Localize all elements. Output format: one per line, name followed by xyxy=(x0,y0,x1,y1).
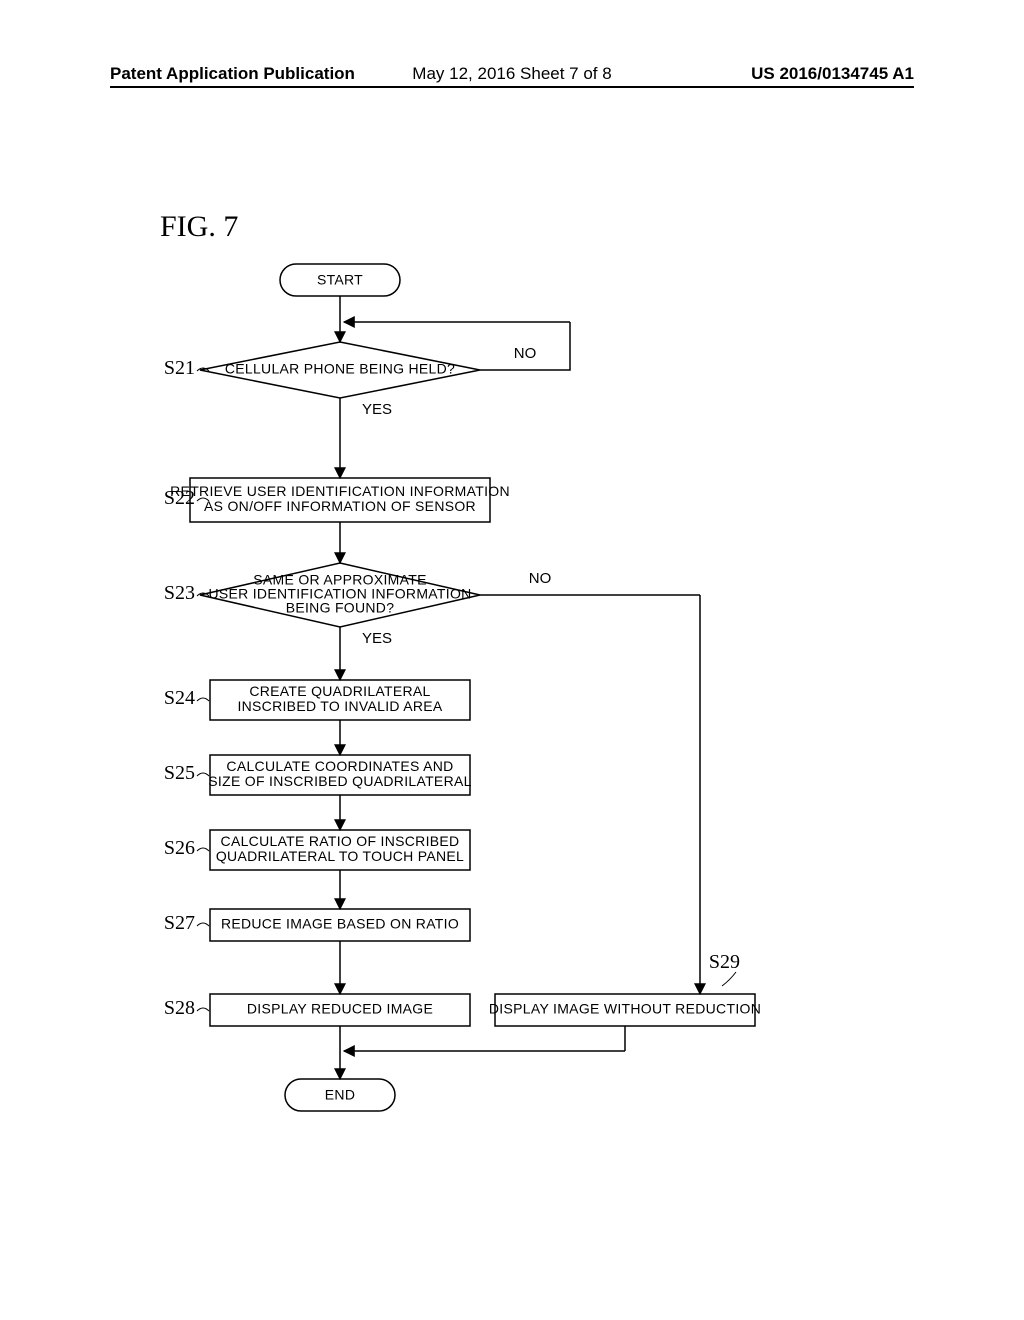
svg-text:START: START xyxy=(317,272,363,288)
flowchart: START CELLULAR PHONE BEING HELD? RETRIEVE … xyxy=(0,0,1024,1320)
svg-text:NO: NO xyxy=(514,345,537,362)
svg-text:S23: S23 xyxy=(164,582,195,604)
page: Patent Application Publication May 12, 2… xyxy=(0,0,1024,1320)
svg-text:S29: S29 xyxy=(709,951,740,973)
svg-text:RETRIEVE USER IDENTIFICATION I: RETRIEVE USER IDENTIFICATION INFORMATION xyxy=(170,483,510,499)
svg-text:S27: S27 xyxy=(164,912,195,934)
svg-text:QUADRILATERAL TO TOUCH PANEL: QUADRILATERAL TO TOUCH PANEL xyxy=(216,848,464,864)
svg-text:CALCULATE RATIO OF INSCRIBED: CALCULATE RATIO OF INSCRIBED xyxy=(221,833,460,849)
svg-text:S26: S26 xyxy=(164,837,195,859)
svg-text:CREATE QUADRILATERAL: CREATE QUADRILATERAL xyxy=(249,683,430,699)
svg-text:S21: S21 xyxy=(164,357,195,379)
svg-text:YES: YES xyxy=(362,630,392,647)
svg-text:NO: NO xyxy=(529,570,552,587)
svg-text:INSCRIBED TO INVALID AREA: INSCRIBED TO INVALID AREA xyxy=(237,698,442,714)
svg-text:DISPLAY IMAGE WITHOUT REDUCTIO: DISPLAY IMAGE WITHOUT REDUCTION xyxy=(489,1001,761,1017)
svg-text:REDUCE IMAGE BASED ON RATIO: REDUCE IMAGE BASED ON RATIO xyxy=(221,916,459,932)
svg-text:DISPLAY REDUCED IMAGE: DISPLAY REDUCED IMAGE xyxy=(247,1001,433,1017)
svg-text:S25: S25 xyxy=(164,762,195,784)
svg-text:END: END xyxy=(325,1087,355,1103)
svg-text:BEING FOUND?: BEING FOUND? xyxy=(286,600,395,616)
svg-text:AS ON/OFF INFORMATION OF SENSO: AS ON/OFF INFORMATION OF SENSOR xyxy=(204,498,476,514)
svg-text:CALCULATE COORDINATES AND: CALCULATE COORDINATES AND xyxy=(226,758,453,774)
svg-text:S22: S22 xyxy=(164,487,195,509)
svg-text:CELLULAR PHONE BEING HELD?: CELLULAR PHONE BEING HELD? xyxy=(225,361,455,377)
svg-text:YES: YES xyxy=(362,401,392,418)
svg-text:SIZE OF INSCRIBED QUADRILATERA: SIZE OF INSCRIBED QUADRILATERAL xyxy=(208,773,471,789)
svg-text:S24: S24 xyxy=(164,687,195,709)
svg-text:S28: S28 xyxy=(164,997,195,1019)
